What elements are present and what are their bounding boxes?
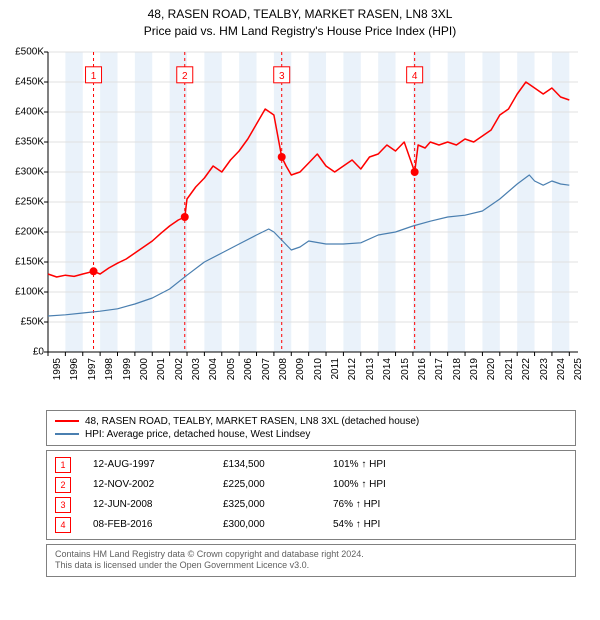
y-axis-tick-label: £50K: [4, 316, 44, 327]
x-axis-tick-label: 1997: [87, 358, 98, 388]
title-line-2: Price paid vs. HM Land Registry's House …: [0, 23, 600, 40]
x-axis-tick-label: 2004: [208, 358, 219, 388]
y-axis-tick-label: £200K: [4, 226, 44, 237]
x-axis-tick-label: 2022: [521, 358, 532, 388]
x-axis-tick-label: 2012: [347, 358, 358, 388]
x-axis-tick-label: 2023: [539, 358, 550, 388]
x-axis-tick-label: 2001: [156, 358, 167, 388]
txn-date: 12-JUN-2008: [93, 499, 223, 510]
x-axis-tick-label: 2018: [452, 358, 463, 388]
table-row: 2 12-NOV-2002 £225,000 100% ↑ HPI: [55, 475, 567, 495]
y-axis-tick-label: £450K: [4, 76, 44, 87]
x-axis-tick-label: 2000: [139, 358, 150, 388]
y-axis-tick-label: £150K: [4, 256, 44, 267]
x-axis-tick-label: 1998: [104, 358, 115, 388]
txn-price: £325,000: [223, 499, 333, 510]
svg-text:2: 2: [182, 70, 188, 81]
x-axis-tick-label: 2007: [261, 358, 272, 388]
x-axis-tick-label: 2024: [556, 358, 567, 388]
x-axis-tick-label: 2015: [400, 358, 411, 388]
x-axis-tick-label: 1999: [122, 358, 133, 388]
x-axis-tick-label: 2003: [191, 358, 202, 388]
txn-pct: 100% ↑ HPI: [333, 479, 433, 490]
legend-row: HPI: Average price, detached house, West…: [55, 428, 567, 441]
txn-pct: 76% ↑ HPI: [333, 499, 433, 510]
x-axis-tick-label: 2006: [243, 358, 254, 388]
x-axis-tick-label: 2008: [278, 358, 289, 388]
txn-price: £225,000: [223, 479, 333, 490]
legend-label: 48, RASEN ROAD, TEALBY, MARKET RASEN, LN…: [85, 416, 419, 427]
legend-box: 48, RASEN ROAD, TEALBY, MARKET RASEN, LN…: [46, 410, 576, 446]
chart-area: 1 2 3 4 £0 £50K £100K £150K £200K £250K £300K £350…: [0, 42, 600, 402]
transactions-table: 1 12-AUG-1997 £134,500 101% ↑ HPI 2 12-N…: [46, 450, 576, 540]
legend-label: HPI: Average price, detached house, West…: [85, 429, 310, 440]
x-axis-tick-label: 2020: [486, 358, 497, 388]
legend-swatch: [55, 433, 79, 435]
y-axis-tick-label: £250K: [4, 196, 44, 207]
txn-pct: 101% ↑ HPI: [333, 459, 433, 470]
y-axis-tick-label: £350K: [4, 136, 44, 147]
txn-marker-icon: 3: [55, 497, 71, 513]
x-axis-tick-label: 2021: [504, 358, 515, 388]
x-axis-tick-label: 2019: [469, 358, 480, 388]
x-axis-tick-label: 2002: [174, 358, 185, 388]
table-row: 4 08-FEB-2016 £300,000 54% ↑ HPI: [55, 515, 567, 535]
txn-date: 12-NOV-2002: [93, 479, 223, 490]
txn-date: 12-AUG-1997: [93, 459, 223, 470]
table-row: 3 12-JUN-2008 £325,000 76% ↑ HPI: [55, 495, 567, 515]
svg-text:4: 4: [412, 70, 418, 81]
attribution-line: Contains HM Land Registry data © Crown c…: [55, 549, 567, 561]
txn-price: £300,000: [223, 519, 333, 530]
y-axis-tick-label: £300K: [4, 166, 44, 177]
x-axis-tick-label: 2016: [417, 358, 428, 388]
svg-text:3: 3: [279, 70, 285, 81]
txn-marker-icon: 4: [55, 517, 71, 533]
x-axis-tick-label: 2013: [365, 358, 376, 388]
txn-date: 08-FEB-2016: [93, 519, 223, 530]
y-axis-tick-label: £0: [4, 346, 44, 357]
txn-marker-icon: 1: [55, 457, 71, 473]
chart-title-block: 48, RASEN ROAD, TEALBY, MARKET RASEN, LN…: [0, 0, 600, 42]
svg-text:1: 1: [91, 70, 97, 81]
attribution-line: This data is licensed under the Open Gov…: [55, 560, 567, 572]
x-axis-tick-label: 1996: [69, 358, 80, 388]
table-row: 1 12-AUG-1997 £134,500 101% ↑ HPI: [55, 455, 567, 475]
x-axis-tick-label: 2011: [330, 358, 341, 388]
y-axis-tick-label: £500K: [4, 46, 44, 57]
x-axis-tick-label: 2017: [434, 358, 445, 388]
y-axis-tick-label: £100K: [4, 286, 44, 297]
x-axis-tick-label: 2009: [295, 358, 306, 388]
x-axis-tick-label: 1995: [52, 358, 63, 388]
chart-svg: 1 2 3 4: [0, 42, 600, 402]
txn-pct: 54% ↑ HPI: [333, 519, 433, 530]
txn-price: £134,500: [223, 459, 333, 470]
txn-marker-icon: 2: [55, 477, 71, 493]
x-axis-tick-label: 2010: [313, 358, 324, 388]
x-axis-tick-label: 2025: [573, 358, 584, 388]
attribution-box: Contains HM Land Registry data © Crown c…: [46, 544, 576, 577]
y-axis-tick-label: £400K: [4, 106, 44, 117]
legend-row: 48, RASEN ROAD, TEALBY, MARKET RASEN, LN…: [55, 415, 567, 428]
x-axis-tick-label: 2005: [226, 358, 237, 388]
x-axis-tick-label: 2014: [382, 358, 393, 388]
title-line-1: 48, RASEN ROAD, TEALBY, MARKET RASEN, LN…: [0, 6, 600, 23]
legend-swatch: [55, 420, 79, 422]
